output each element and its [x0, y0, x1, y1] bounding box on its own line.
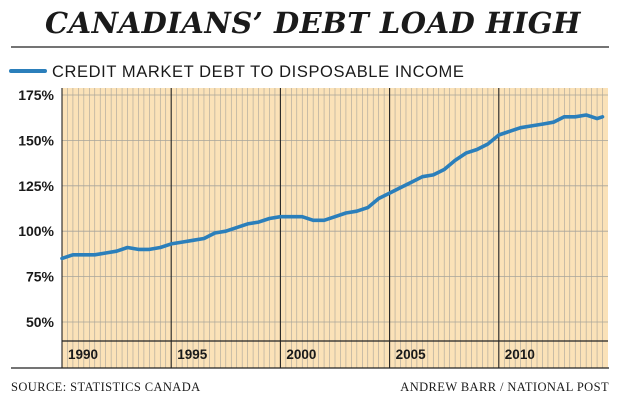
- legend-label: CREDIT MARKET DEBT TO DISPOSABLE INCOME: [52, 63, 464, 81]
- major-gridlines: [61, 88, 608, 368]
- y-tick-label: 50%: [26, 314, 55, 330]
- x-tick-label: 1990: [68, 347, 98, 362]
- credit-note: ANDREW BARR / NATIONAL POST: [400, 380, 609, 394]
- y-axis-labels: 50% 75% 100% 125% 150% 175%: [18, 87, 54, 330]
- source-note: SOURCE: STATISTICS CANADA: [11, 380, 201, 394]
- y-tick-label: 100%: [18, 223, 54, 239]
- chart-title: CANADIANS’ DEBT LOAD HIGH: [45, 6, 582, 40]
- y-tick-label: 150%: [18, 132, 54, 148]
- x-axis-labels: 1990 1995 2000 2005 2010: [68, 347, 535, 362]
- x-tick-label: 2010: [505, 347, 535, 362]
- x-tick-label: 2000: [286, 347, 316, 362]
- y-tick-label: 125%: [18, 178, 54, 194]
- y-tick-label: 75%: [26, 269, 55, 285]
- x-tick-label: 1995: [177, 347, 208, 362]
- series-line-debt-to-income: [60, 113, 605, 261]
- x-tick-label: 2005: [396, 347, 427, 362]
- minor-gridlines: [67, 88, 603, 368]
- y-tick-label: 175%: [18, 87, 54, 103]
